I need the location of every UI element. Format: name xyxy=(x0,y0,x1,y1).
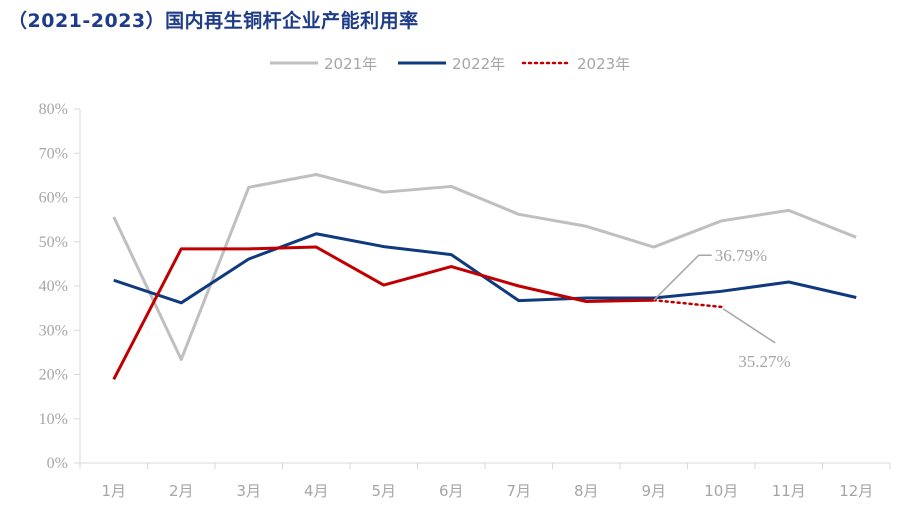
annotations: 36.79% 35.27% xyxy=(653,246,791,371)
y-tick-label: 80% xyxy=(39,101,68,118)
x-tick-label: 11月 xyxy=(772,482,806,500)
y-tick-label: 70% xyxy=(39,145,68,162)
y-tick-label: 50% xyxy=(39,234,68,251)
legend-label-2021: 2021年 xyxy=(324,55,377,73)
y-tick-label: 20% xyxy=(39,367,68,384)
series-line-2021 xyxy=(112,172,857,361)
y-tick-label: 60% xyxy=(39,190,68,207)
x-tick-label: 7月 xyxy=(506,482,531,500)
x-tick-label: 10月 xyxy=(704,482,738,500)
y-tick-label: 10% xyxy=(39,411,68,428)
x-tick-label: 4月 xyxy=(304,482,329,500)
x-tick-label: 12月 xyxy=(839,482,873,500)
legend: 2021年 2022年 2023年 xyxy=(270,55,630,73)
annotation-leader-10 xyxy=(722,308,776,344)
x-tick-label: 9月 xyxy=(641,482,666,500)
x-tick-label: 6月 xyxy=(439,482,464,500)
x-tick-label: 2月 xyxy=(169,482,194,500)
series-lines xyxy=(112,172,857,381)
axes: 0% 10% 20% 30% 40% 50% 60% 70% 80% 1月 2月 3月 4月 5月 6月 7月… xyxy=(39,101,891,500)
y-tick-label: 0% xyxy=(47,455,68,472)
y-tick-label: 30% xyxy=(39,322,68,339)
annotation-leader-9 xyxy=(653,254,712,301)
x-tick-label: 8月 xyxy=(574,482,599,500)
x-tick-label: 3月 xyxy=(236,482,261,500)
chart-title: （2021-2023）国内再生铜杆企业产能利用率 xyxy=(8,10,419,32)
x-tick-label: 5月 xyxy=(371,482,396,500)
annotation-label-10: 35.27% xyxy=(738,352,790,371)
x-tick-label: 1月 xyxy=(101,482,126,500)
y-tick-label: 40% xyxy=(39,278,68,295)
series-line-2023 xyxy=(112,245,654,381)
series-line-2023-forecast xyxy=(652,298,723,309)
legend-label-2023: 2023年 xyxy=(577,55,630,73)
legend-label-2022: 2022年 xyxy=(452,55,505,73)
annotation-label-9: 36.79% xyxy=(715,246,767,265)
